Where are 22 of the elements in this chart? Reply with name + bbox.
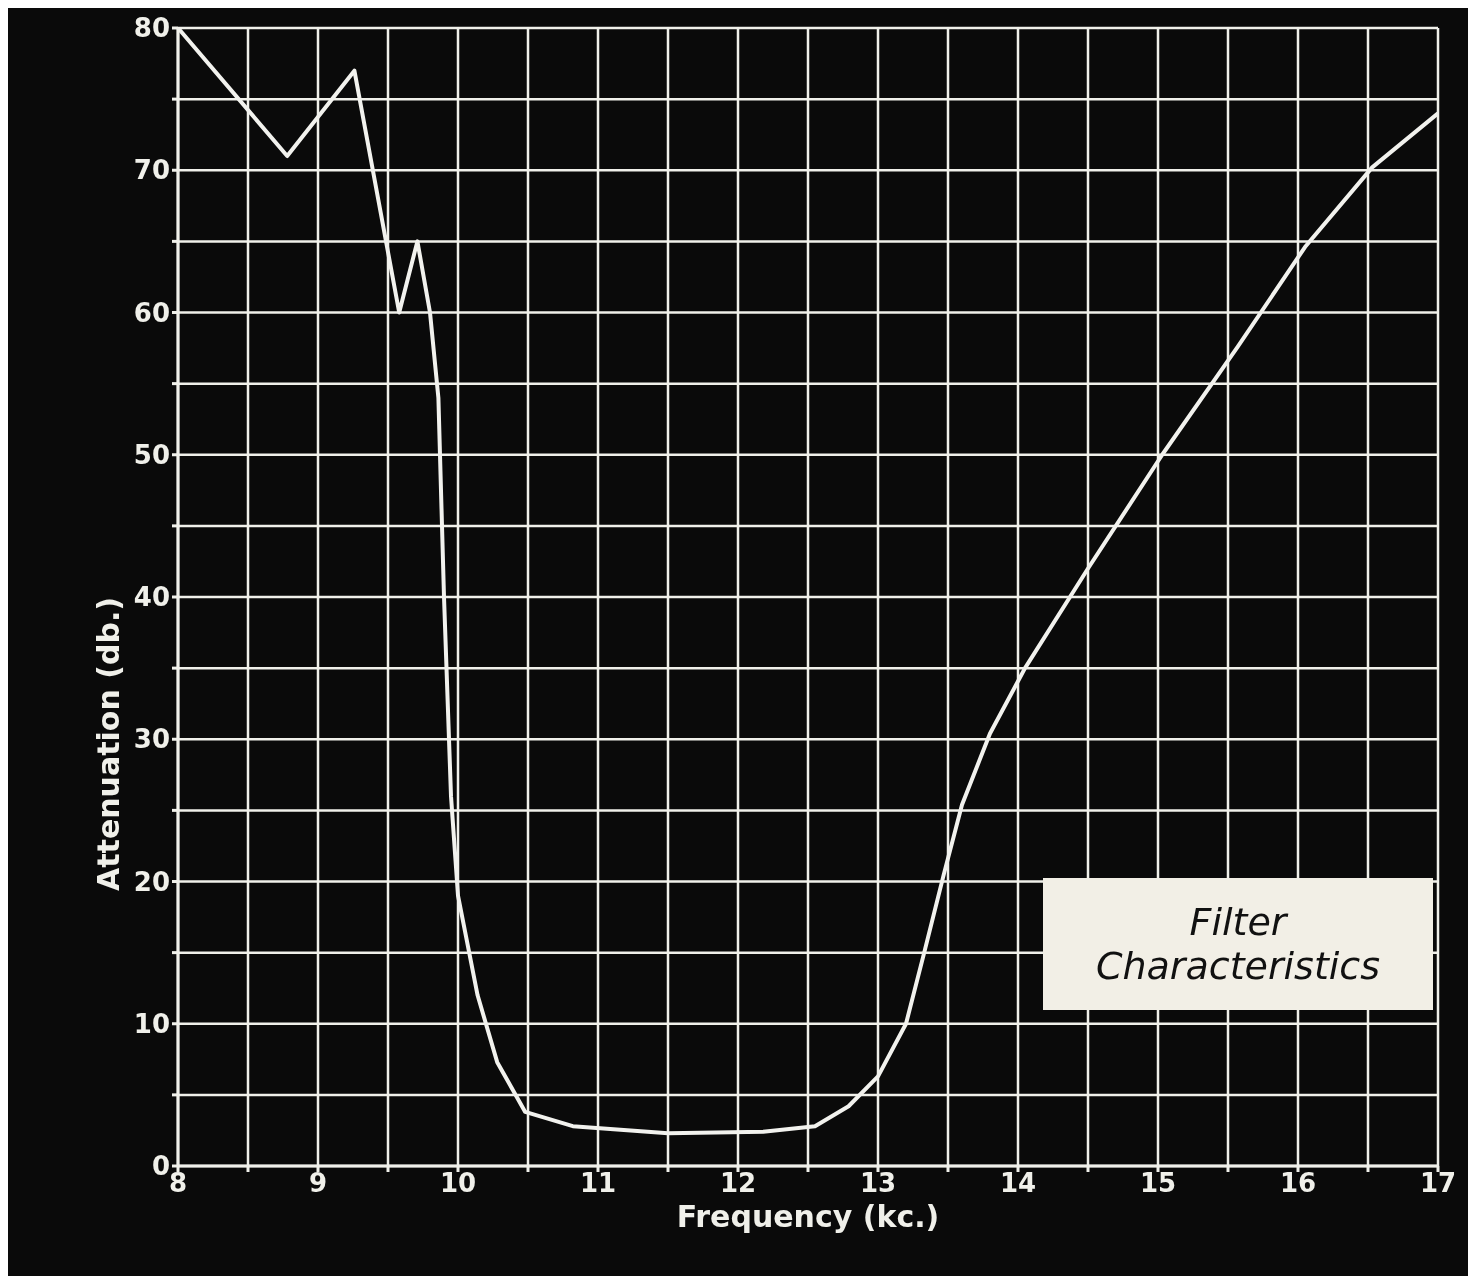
y-tick-label: 80 xyxy=(133,13,170,44)
x-tick-label: 17 xyxy=(1419,1168,1457,1199)
x-tick-label: 9 xyxy=(308,1168,328,1199)
x-tick-label: 8 xyxy=(168,1168,188,1199)
y-tick-label: 0 xyxy=(151,1151,170,1182)
x-tick-label: 15 xyxy=(1139,1168,1177,1199)
text: Filter Characteristics xyxy=(1043,878,1433,1010)
x-tick-label: 13 xyxy=(859,1168,897,1199)
y-tick-label: 70 xyxy=(133,155,170,186)
x-tick-label: 10 xyxy=(439,1168,477,1199)
y-tick-label: 10 xyxy=(133,1008,170,1039)
y-axis-title: Attenuation (db.) xyxy=(90,597,126,892)
x-tick-label: 14 xyxy=(999,1168,1037,1199)
y-tick-label: 50 xyxy=(133,439,170,470)
x-tick-label: 12 xyxy=(719,1168,757,1199)
y-tick-label: 60 xyxy=(133,297,170,328)
x-axis-title: Frequency (kc.) xyxy=(676,1199,940,1235)
y-tick-label: 20 xyxy=(133,866,170,897)
y-tick-label: 30 xyxy=(133,724,170,755)
x-tick-label: 11 xyxy=(579,1168,617,1199)
x-tick-label: 16 xyxy=(1279,1168,1317,1199)
y-tick-label: 40 xyxy=(133,582,170,613)
